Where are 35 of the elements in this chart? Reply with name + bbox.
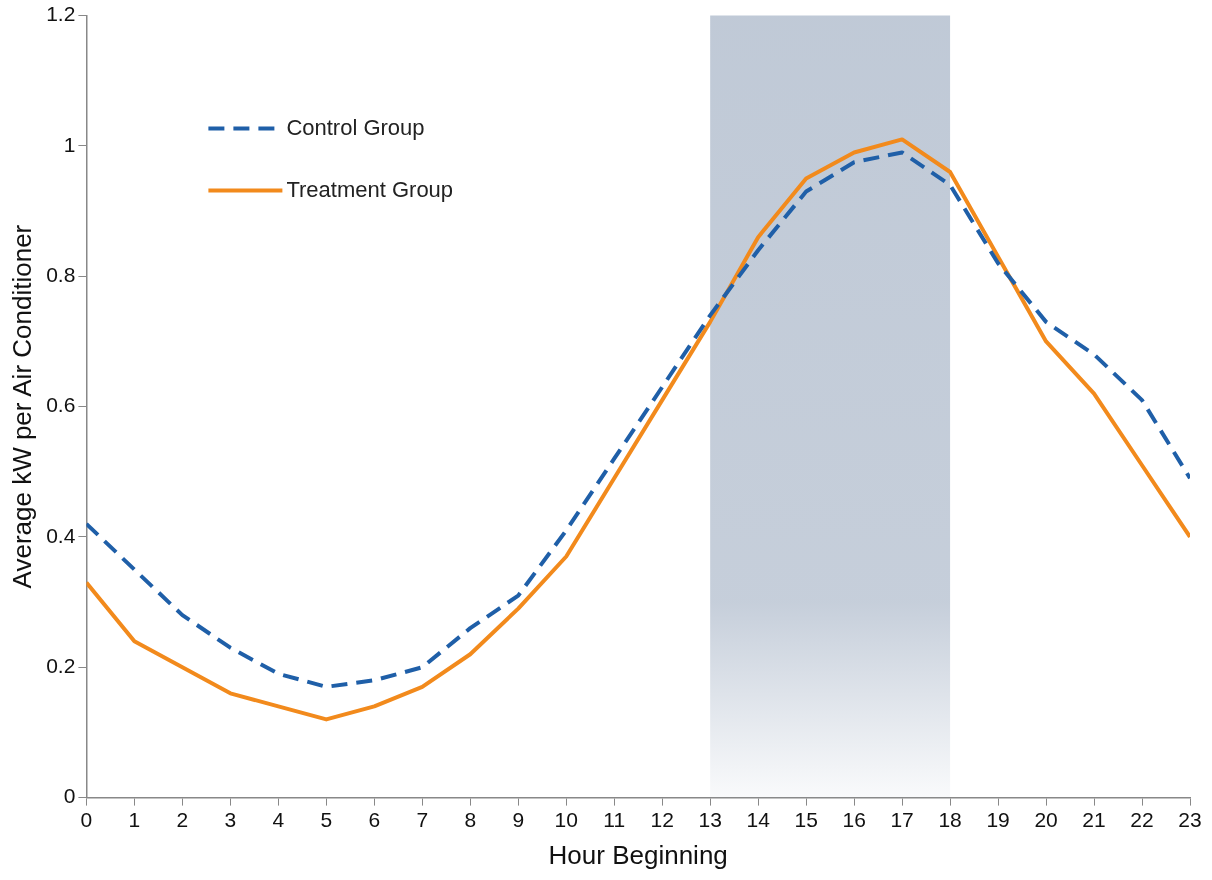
y-tick-label: 1 [63,132,76,156]
y-tick-label: 1.2 [46,2,76,26]
x-tick-label: 19 [986,808,1010,831]
x-tick-label: 15 [794,808,818,831]
legend-label: Treatment Group [286,176,454,202]
x-tick-label: 11 [603,808,626,831]
y-tick-label: 0.2 [46,654,76,678]
x-tick-label: 17 [890,808,914,831]
x-tick-label: 20 [1034,808,1058,831]
y-tick-label: 0 [63,784,76,808]
x-tick-label: 21 [1082,808,1106,831]
x-tick-label: 12 [650,808,674,831]
y-axis-title: Average kW per Air Conditioner [6,224,37,589]
y-tick-label: 0.8 [46,263,76,287]
x-tick-label: 3 [224,808,237,831]
x-tick-label: 23 [1178,808,1202,831]
x-tick-label: 7 [416,808,429,831]
x-tick-label: 13 [698,808,722,831]
legend-label: Control Group [286,114,425,140]
x-tick-label: 4 [272,808,285,831]
x-tick-label: 2 [176,808,189,831]
x-tick-label: 5 [320,808,333,831]
x-tick-label: 16 [842,808,866,831]
y-tick-label: 0.6 [46,393,76,417]
x-tick-label: 0 [80,808,93,831]
x-tick-label: 8 [464,808,477,831]
x-tick-label: 6 [368,808,381,831]
x-axis-title: Hour Beginning [548,839,728,870]
x-tick-label: 9 [512,808,525,831]
x-tick-label: 1 [128,808,141,831]
x-tick-label: 18 [938,808,962,831]
x-tick-label: 22 [1130,808,1154,831]
x-tick-label: 10 [554,808,578,831]
y-tick-label: 0.4 [46,523,76,547]
x-tick-label: 14 [746,808,771,831]
